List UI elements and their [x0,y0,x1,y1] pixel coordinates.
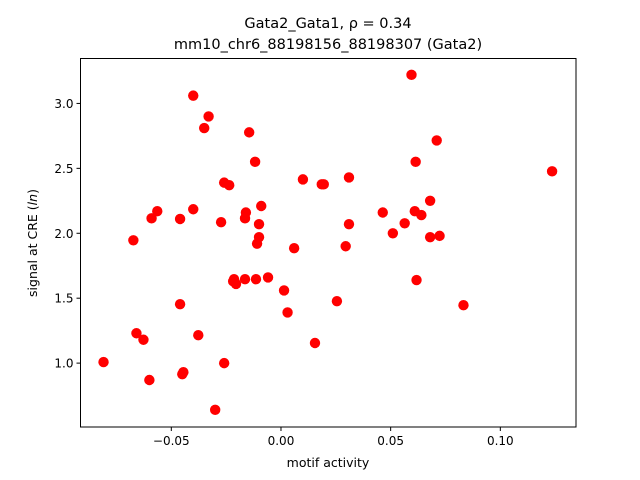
y-tick-label: 1.0 [54,357,73,371]
data-point [249,156,261,168]
data-point [218,357,230,369]
data-point [138,334,149,345]
chart-title-line2: mm10_chr6_88198156_88198307 (Gata2) [174,37,482,53]
x-tick-label: 0.05 [377,434,404,448]
data-point [174,298,186,310]
y-tick-label: 2.0 [54,227,73,241]
y-axis-label: signal at CRE (ln) [25,189,40,297]
data-point [224,180,235,191]
data-point [282,307,293,318]
data-point [411,274,422,286]
data-point [309,337,321,349]
x-tick-label: 0.10 [487,434,514,448]
data-point [98,356,109,368]
data-point [410,156,421,168]
data-point [178,367,189,378]
data-point [209,404,221,416]
data-point [174,213,186,225]
x-axis-label: motif activity [287,455,370,470]
data-point [377,207,388,218]
y-axis-label-suffix: ) [25,189,40,194]
data-point [278,285,290,296]
data-point [188,90,199,101]
x-tick-label: −0.05 [153,434,190,448]
y-axis-label-prefix: signal at CRE ( [25,205,40,297]
data-point [146,213,157,224]
y-tick-label: 1.5 [54,292,73,306]
data-point [546,166,558,177]
data-point [406,69,417,81]
data-point [288,243,300,254]
axes-frame [80,58,577,428]
y-axis: 1.0 1.5 2.0 2.5 3.0 [54,97,81,371]
x-tick-label: 0.00 [268,434,295,448]
y-tick-label: 3.0 [54,97,73,111]
data-point [399,218,410,229]
data-point [256,200,267,212]
data-point [215,217,227,228]
data-point [343,218,355,230]
data-point [431,135,442,146]
data-point [243,127,255,138]
chart-title-line1: Gata2_Gata1, ρ = 0.34 [244,16,411,32]
data-point [131,328,142,339]
data-point [188,204,199,215]
data-point [203,111,214,122]
data-point [416,209,427,221]
data-point [239,274,251,285]
data-point [387,228,399,239]
x-axis: −0.05 0.00 0.05 0.10 [153,427,514,448]
points-layer [98,69,558,416]
data-point [128,235,139,246]
data-point [253,218,265,230]
data-point [458,300,469,311]
data-point [424,195,436,207]
data-point [240,207,252,218]
data-point [199,122,210,134]
data-point [250,274,262,285]
data-point [262,272,274,283]
data-point [230,278,242,290]
data-point [297,174,309,185]
data-point [193,329,204,341]
data-point [424,231,436,243]
data-point [434,230,445,242]
data-point [331,295,343,307]
data-point [152,205,163,217]
data-point [253,231,265,243]
y-tick-label: 2.5 [54,162,73,176]
data-point [343,172,355,183]
y-axis-label-italic: ln [25,194,40,205]
data-point [318,179,329,190]
data-point [340,241,351,252]
data-point [144,374,155,386]
